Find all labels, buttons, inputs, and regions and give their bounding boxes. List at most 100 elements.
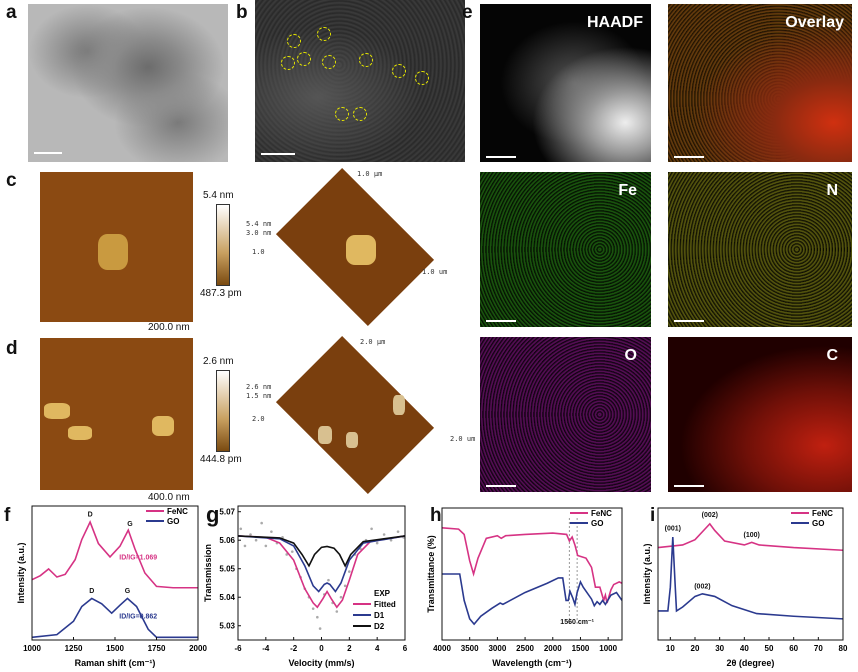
annotation: (001) (665, 525, 681, 532)
eds-fe-map: Fe (480, 172, 651, 327)
atom-marker (317, 27, 331, 41)
x-tick-label: 1500 (572, 644, 590, 653)
x-axis-label: Velocity (mm/s) (288, 658, 354, 668)
plot-frame (657, 507, 844, 641)
eds-c-map: C (668, 337, 852, 492)
exp-point (290, 550, 294, 553)
map-label: C (826, 347, 838, 364)
nanosheet-3d (346, 235, 376, 265)
ftir-chart: 4000 3500 3000 2500 2000 1500 1000 Wavelength (… (426, 507, 623, 668)
height-colorbar (216, 370, 230, 452)
atom-marker (415, 71, 429, 85)
legend-label: D1 (374, 611, 385, 620)
exp-point (389, 538, 393, 542)
x-tick-label: 3000 (488, 644, 506, 653)
y-axis-label: Intensity (a.u.) (642, 543, 652, 604)
exp-point (254, 538, 258, 542)
x-tick-label: 2000 (189, 644, 207, 653)
x-tick-label: 30 (715, 644, 724, 653)
exp-point (396, 530, 400, 533)
scale-label: 200.0 nm (148, 322, 190, 333)
annotation: (002) (702, 512, 718, 519)
atom-marker (297, 52, 311, 66)
nanosheet (98, 234, 128, 270)
exp-point (270, 530, 273, 533)
legend-label: FeNC (167, 507, 188, 516)
series-line-d2 (237, 535, 406, 568)
exp-point (327, 578, 330, 582)
series-line-go (658, 537, 844, 620)
map-label: Fe (618, 182, 637, 199)
x-tick-label: 2000 (544, 644, 562, 653)
x-tick-label: 50 (765, 644, 774, 653)
scale-label: 400.0 nm (148, 492, 190, 503)
series-line-go (31, 597, 198, 639)
x-tick-label: 1750 (148, 644, 166, 653)
annotation: D (88, 512, 93, 519)
x-tick-label: 60 (789, 644, 798, 653)
nanosheet-3d (393, 395, 405, 415)
raman-chart: 1000 1250 1500 1750 2000 Raman shift (cm⁻¹) In… (16, 505, 207, 668)
plot-frame (441, 507, 623, 641)
x-tick-label: 20 (691, 644, 700, 653)
afm-image-d (40, 338, 193, 490)
x-tick-label: 4 (375, 644, 380, 653)
axis-label: 2.0 µm (360, 338, 386, 346)
eds-overlay-map: Overlay (668, 4, 852, 162)
panel-label-a: a (6, 2, 17, 23)
tem-image (28, 4, 228, 162)
x-tick-label: 40 (740, 644, 749, 653)
axis-label: 1.0 (252, 248, 265, 256)
atom-marker (335, 107, 349, 121)
x-axis-label: Raman shift (cm⁻¹) (75, 658, 156, 668)
x-axis-label: Wavelength (cm⁻¹) (492, 658, 571, 668)
annotation: G (127, 521, 133, 528)
map-label: N (826, 182, 838, 199)
series-line-fenc (31, 520, 198, 589)
exp-point (243, 544, 247, 548)
x-tick-label: 1000 (599, 644, 617, 653)
scale-bar (674, 320, 704, 322)
x-tick-label: -2 (290, 644, 298, 653)
series-line-fenc (657, 522, 844, 552)
annotation: D (89, 588, 94, 595)
z-label: 1.5 nm (246, 392, 272, 400)
colorbar-min: 487.3 pm (200, 288, 242, 299)
exp-point (343, 584, 347, 588)
legend-label: D2 (374, 622, 385, 631)
z-label: 3.0 nm (246, 229, 272, 237)
annotation: ID/IG=0.862 (119, 614, 157, 621)
mossbauer-chart: -6 -4 -2 0 2 4 6 5.03 5.04 5.05 5.06 5.07 Velocity (… (203, 505, 408, 668)
exp-point (375, 541, 379, 545)
y-tick-label: 5.06 (219, 536, 235, 545)
haadf-image-single-atoms (255, 0, 465, 162)
colorbar-max: 2.6 nm (203, 356, 234, 367)
y-tick-label: 5.07 (219, 508, 235, 517)
atom-marker (281, 56, 295, 70)
axis-label: 1.0 µm (357, 170, 383, 178)
legend-label: GO (167, 517, 179, 526)
z-label: 2.6 nm (246, 383, 272, 391)
axis-label: 2.0 um (450, 435, 476, 443)
legend-label: FeNC (812, 509, 833, 518)
exp-point (239, 527, 243, 531)
series-line-fitted (237, 535, 406, 609)
legend-label: FeNC (591, 509, 612, 518)
atom-marker (353, 107, 367, 121)
annotation: (002) (694, 584, 710, 591)
colorbar-min: 444.8 pm (200, 454, 242, 465)
exp-point (370, 527, 373, 531)
x-tick-label: 1500 (106, 644, 124, 653)
plot-frame (31, 505, 199, 641)
series-line-d1 (237, 535, 406, 593)
x-tick-label: 10 (666, 644, 675, 653)
x-tick-label: -6 (234, 644, 242, 653)
colorbar-max: 5.4 nm (203, 190, 234, 201)
map-label: Overlay (785, 14, 844, 31)
xrd-chart: 10 20 30 40 50 60 70 80 2θ (degree) Intensity (a.… (642, 507, 848, 668)
y-axis-label: Transmittance (%) (426, 535, 436, 613)
afm-image-c (40, 172, 193, 322)
exp-point (335, 610, 339, 613)
exp-point (264, 544, 268, 548)
exp-point (339, 595, 343, 599)
